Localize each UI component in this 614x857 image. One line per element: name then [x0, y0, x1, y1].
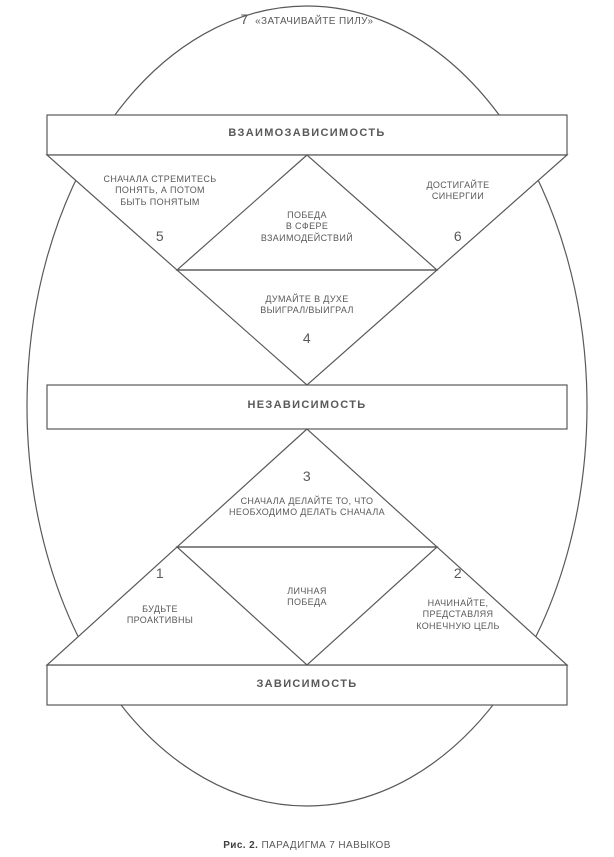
public-victory-text: ПОБЕДА В СФЕРЕ ВЗАИМОДЕЙСТВИЙ — [217, 210, 397, 244]
habit2-number: 2 — [443, 565, 473, 583]
habit4-number: 4 — [292, 330, 322, 348]
caption-text: ПАРАДИГМА 7 НАВЫКОВ — [261, 840, 390, 851]
dependence-band-label: ЗАВИСИМОСТЬ — [47, 678, 567, 692]
independence-band-label: НЕЗАВИСИМОСТЬ — [47, 399, 567, 413]
figure-caption: Рис. 2. ПАРАДИГМА 7 НАВЫКОВ — [0, 840, 614, 851]
private-victory-text: ЛИЧНАЯ ПОБЕДА — [242, 586, 372, 609]
habit1-text: БУДЬТЕ ПРОАКТИВНЫ — [70, 604, 250, 627]
habit6-text: ДОСТИГАЙТЕ СИНЕРГИИ — [368, 180, 548, 203]
habit7-label: 7 «ЗАТАЧИВАЙТЕ ПИЛУ» — [0, 11, 614, 29]
habit7-text: «ЗАТАЧИВАЙТЕ ПИЛУ» — [255, 16, 373, 27]
habit2-text: НАЧИНАЙТЕ, ПРЕДСТАВЛЯЯ КОНЕЧНУЮ ЦЕЛЬ — [368, 598, 548, 632]
habit6-number: 6 — [443, 228, 473, 246]
habit4-text: ДУМАЙТЕ В ДУХЕ ВЫИГРАЛ/ВЫИГРАЛ — [217, 294, 397, 317]
habit1-number: 1 — [145, 565, 175, 583]
caption-prefix: Рис. 2. — [223, 840, 258, 851]
habit5-number: 5 — [145, 228, 175, 246]
habit3-text: СНАЧАЛА ДЕЛАЙТЕ ТО, ЧТО НЕОБХОДИМО ДЕЛАТ… — [192, 496, 422, 519]
interdependence-band-label: ВЗАИМОЗАВИСИМОСТЬ — [47, 127, 567, 141]
habit3-number: 3 — [292, 468, 322, 486]
seven-habits-diagram: 7 «ЗАТАЧИВАЙТЕ ПИЛУ» ВЗАИМОЗАВИСИМОСТЬ Н… — [0, 0, 614, 857]
habit7-number: 7 — [241, 11, 249, 27]
habit5-text: СНАЧАЛА СТРЕМИТЕСЬ ПОНЯТЬ, А ПОТОМ БЫТЬ … — [70, 174, 250, 208]
